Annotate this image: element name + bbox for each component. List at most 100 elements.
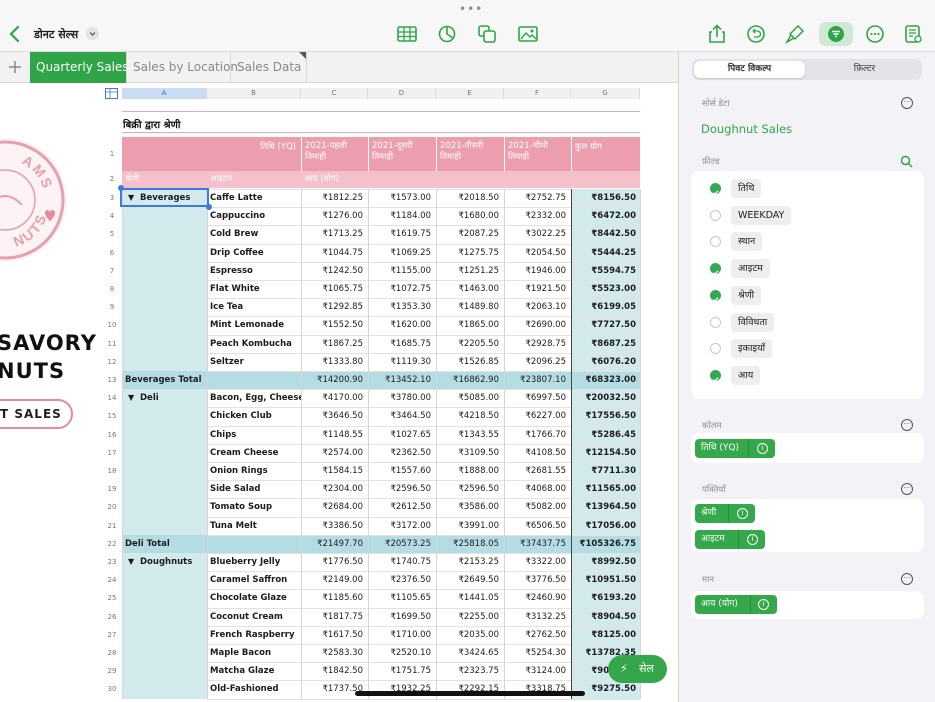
subtotal-value[interactable]: ₹13452.10 xyxy=(385,375,431,385)
selected-cell-outline[interactable] xyxy=(120,188,209,207)
grand-cell-bg[interactable] xyxy=(571,626,640,644)
revenue-cell[interactable]: ₹3322.00 xyxy=(525,557,566,567)
row-number[interactable]: 15 xyxy=(107,412,117,420)
column-header[interactable]: E xyxy=(436,88,504,99)
table-icon[interactable] xyxy=(396,24,418,44)
revenue-cell[interactable]: ₹1573.00 xyxy=(390,193,431,203)
media-icon[interactable] xyxy=(517,24,539,44)
subtotal-value[interactable]: ₹14200.90 xyxy=(317,375,363,385)
revenue-cell[interactable]: ₹1699.50 xyxy=(390,612,431,622)
item-label[interactable]: Cold Brew xyxy=(210,229,259,239)
info-icon[interactable]: i xyxy=(747,534,758,545)
category-cell-bg[interactable] xyxy=(122,389,207,407)
revenue-cell[interactable]: ₹1065.75 xyxy=(322,284,363,294)
category-cell-bg[interactable] xyxy=(122,316,207,335)
revenue-cell[interactable]: ₹1185.60 xyxy=(322,593,363,603)
revenue-cell[interactable]: ₹2054.50 xyxy=(525,248,566,258)
revenue-cell[interactable]: ₹1184.00 xyxy=(390,211,431,221)
row-number[interactable]: 28 xyxy=(107,649,117,657)
header-quarter[interactable]: 2021-दूसरी तिमाही xyxy=(368,137,436,171)
category-cell-bg[interactable] xyxy=(122,462,207,480)
header-filler[interactable] xyxy=(122,137,301,171)
info-icon[interactable]: i xyxy=(737,508,748,519)
grand-total-cell[interactable]: ₹8992.50 xyxy=(591,557,636,567)
subtotal-grand[interactable]: ₹105326.75 xyxy=(579,539,636,549)
revenue-cell[interactable]: ₹5082.00 xyxy=(525,502,566,512)
subtotal-value[interactable]: ₹21497.70 xyxy=(317,539,363,549)
revenue-cell[interactable]: ₹4068.00 xyxy=(525,484,566,494)
category-cell-bg[interactable] xyxy=(122,189,207,207)
item-label[interactable]: Onion Rings xyxy=(210,466,268,476)
row-chip-item[interactable]: आइटम i xyxy=(695,530,765,549)
revenue-cell[interactable]: ₹3172.00 xyxy=(390,521,431,531)
checkmark-off-icon[interactable] xyxy=(710,236,721,248)
category-cell-bg[interactable] xyxy=(122,407,207,426)
item-label[interactable]: Maple Bacon xyxy=(210,648,272,658)
revenue-cell[interactable]: ₹1353.30 xyxy=(390,302,431,312)
item-cell-bg[interactable] xyxy=(207,280,301,298)
category-cell-bg[interactable] xyxy=(122,680,207,699)
item-label[interactable]: Chicken Club xyxy=(210,411,272,421)
item-cell-bg[interactable] xyxy=(207,262,301,280)
grand-total-cell[interactable]: ₹6472.00 xyxy=(591,211,636,221)
category-cell-bg[interactable] xyxy=(122,262,207,280)
category-cell-bg[interactable] xyxy=(122,225,207,244)
header-filler[interactable] xyxy=(571,171,640,188)
item-label[interactable]: French Raspberry xyxy=(210,630,295,640)
item-label[interactable]: Flat White xyxy=(210,284,260,294)
revenue-cell[interactable]: ₹2752.75 xyxy=(525,193,566,203)
grand-cell-bg[interactable] xyxy=(571,389,640,407)
grand-total-cell[interactable]: ₹8125.00 xyxy=(591,630,636,640)
subtotal-value[interactable]: ₹20573.25 xyxy=(385,539,431,549)
revenue-cell[interactable]: ₹2460.90 xyxy=(525,593,566,603)
field-chip[interactable]: स्थान xyxy=(731,232,763,252)
revenue-cell[interactable]: ₹2612.50 xyxy=(390,502,431,512)
revenue-cell[interactable]: ₹1044.75 xyxy=(322,248,363,258)
revenue-cell[interactable]: ₹1737.50 xyxy=(322,684,363,694)
item-label[interactable]: Tomato Soup xyxy=(210,502,273,512)
grand-total-cell[interactable]: ₹17556.50 xyxy=(585,411,636,421)
info-icon[interactable]: i xyxy=(757,443,768,454)
item-cell-bg[interactable] xyxy=(207,207,301,225)
grand-total-cell[interactable]: ₹5594.75 xyxy=(591,266,636,276)
revenue-cell[interactable]: ₹1932.25 xyxy=(390,684,431,694)
revenue-cell[interactable]: ₹2520.10 xyxy=(390,648,431,658)
add-sheet-icon[interactable] xyxy=(4,56,26,78)
item-label[interactable]: Tuna Melt xyxy=(210,521,257,531)
revenue-cell[interactable]: ₹3318.75 xyxy=(525,684,566,694)
field-chip[interactable]: WEEKDAY xyxy=(731,205,792,225)
grand-cell-bg[interactable] xyxy=(571,225,640,244)
grand-total-cell[interactable]: ₹6199.05 xyxy=(591,302,636,312)
category-cell-bg[interactable] xyxy=(122,335,207,353)
revenue-cell[interactable]: ₹3464.50 xyxy=(390,411,431,421)
revenue-cell[interactable]: ₹4108.50 xyxy=(525,448,566,458)
item-label[interactable]: Peach Kombucha xyxy=(210,339,292,349)
revenue-cell[interactable]: ₹6227.00 xyxy=(525,411,566,421)
checkmark-off-icon[interactable] xyxy=(710,316,721,328)
row-number[interactable]: 27 xyxy=(107,631,117,639)
subtotal-value[interactable]: ₹16862.90 xyxy=(453,375,499,385)
grand-cell-bg[interactable] xyxy=(571,426,640,444)
grand-cell-bg[interactable] xyxy=(571,517,640,535)
revenue-cell[interactable]: ₹2087.25 xyxy=(458,229,499,239)
grand-cell-bg[interactable] xyxy=(571,262,640,280)
grand-total-cell[interactable]: ₹8687.25 xyxy=(591,339,636,349)
disclosure-triangle-icon[interactable]: ▼ xyxy=(128,393,135,402)
revenue-cell[interactable]: ₹6997.50 xyxy=(525,393,566,403)
row-number[interactable]: 3 xyxy=(109,194,115,202)
checkmark-on-icon[interactable] xyxy=(710,289,721,303)
item-cell-bg[interactable] xyxy=(207,480,301,498)
revenue-cell[interactable]: ₹1441.05 xyxy=(458,593,499,603)
revenue-cell[interactable]: ₹4218.50 xyxy=(458,411,499,421)
category-cell-bg[interactable] xyxy=(122,608,207,626)
selection-handle-bottom[interactable] xyxy=(206,204,212,210)
category-cell-bg[interactable] xyxy=(122,589,207,608)
checkmark-on-icon[interactable] xyxy=(710,263,721,276)
grand-cell-bg[interactable] xyxy=(571,244,640,262)
item-cell-bg[interactable] xyxy=(207,225,301,244)
revenue-cell[interactable]: ₹1584.15 xyxy=(322,466,363,476)
item-label[interactable]: Caffe Latte xyxy=(210,193,263,203)
header-category[interactable]: श्रेणी xyxy=(122,171,207,188)
revenue-cell[interactable]: ₹1552.50 xyxy=(322,320,363,330)
